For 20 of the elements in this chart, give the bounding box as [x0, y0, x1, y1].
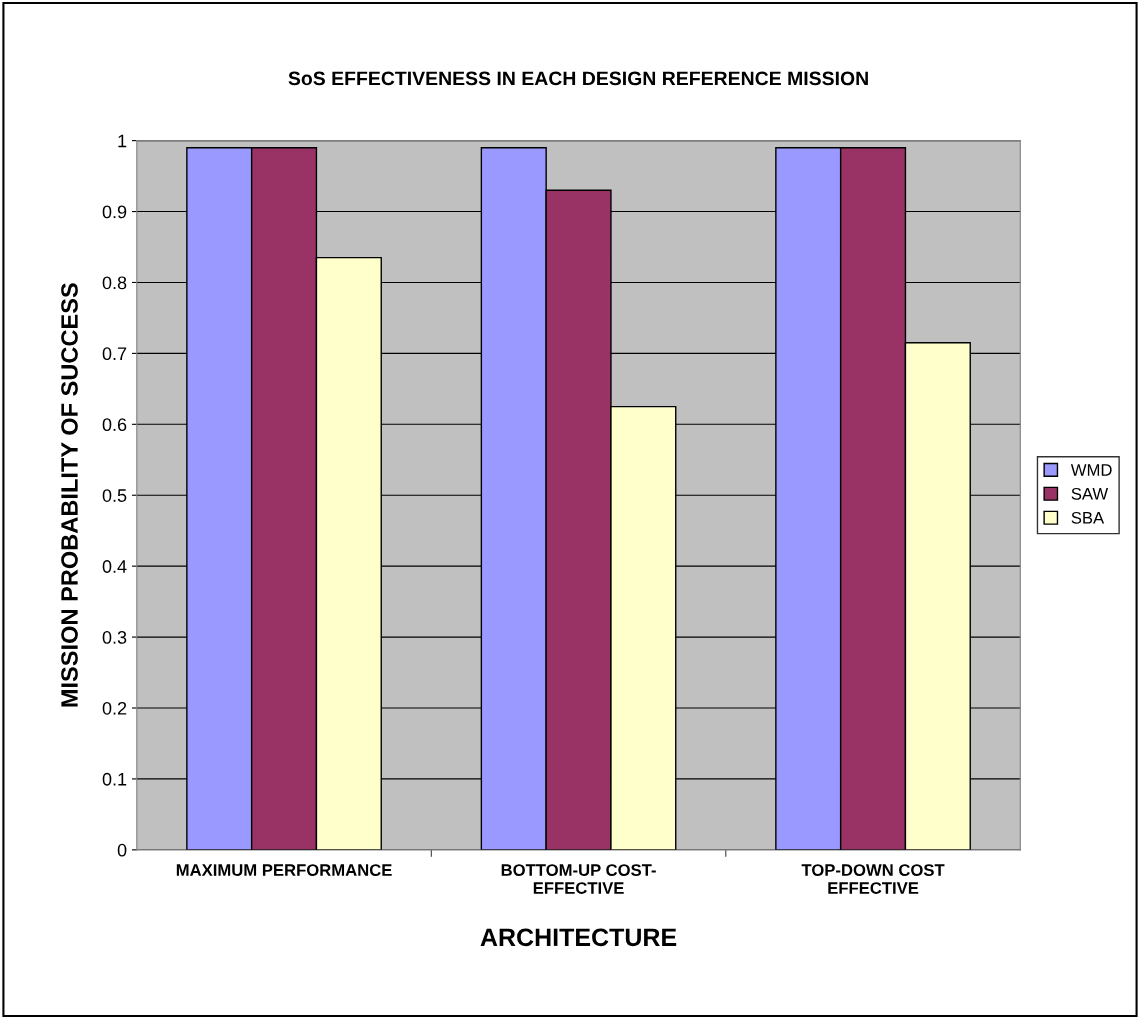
y-tick-label: 0.4 — [102, 560, 127, 573]
chart-title: SoS EFFECTIVENESS IN EACH DESIGN REFERENCE MISSION — [288, 71, 868, 86]
y-tick-label: 0.3 — [102, 631, 127, 644]
y-axis-title: MISSION PROBABILITY OF SUCCESS — [61, 283, 78, 707]
y-tick-label: 0.2 — [102, 701, 127, 715]
legend-label: SAW — [1071, 487, 1109, 500]
y-tick-label: 0.1 — [102, 772, 127, 786]
x-tick-label: TOP-DOWN COST EFFECTIVE — [801, 864, 945, 894]
x-axis-title: ARCHITECTURE — [480, 928, 677, 947]
y-tick-label: 0 — [117, 843, 127, 857]
x-tick-label: BOTTOM-UP COST- EFFECTIVE — [501, 864, 656, 894]
legend-label: WMD — [1070, 464, 1112, 476]
y-tick-label: 0.6 — [102, 418, 127, 432]
x-tick-label: MAXIMUM PERFORMANCE — [176, 864, 392, 876]
y-tick-label: 0.7 — [102, 347, 127, 361]
y-tick-label: 0.5 — [102, 489, 127, 502]
legend-label: SBA — [1071, 511, 1105, 524]
y-tick-label: 0.9 — [102, 205, 127, 219]
y-tick-label: 0.8 — [102, 276, 127, 290]
y-tick-label: 1 — [118, 134, 127, 148]
